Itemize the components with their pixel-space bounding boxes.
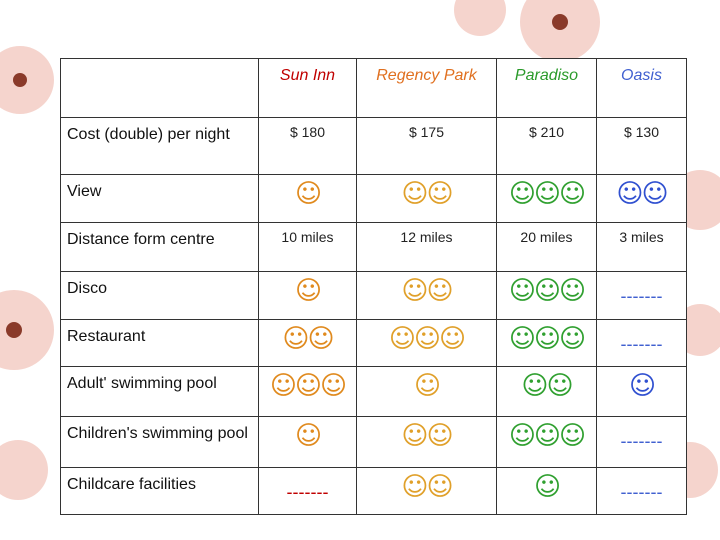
row-label: Childcare facilities: [60, 467, 259, 515]
table-cell: ☺☺: [356, 467, 497, 515]
table-cell: 20 miles: [496, 222, 597, 272]
table-cell: ☺: [258, 174, 357, 223]
table-cell: ☺: [596, 366, 687, 417]
table-cell: ☺: [496, 467, 597, 515]
table-cell: ☺☺☺: [496, 174, 597, 223]
table-cell: ☺☺☺: [496, 416, 597, 468]
table-cell: 12 miles: [356, 222, 497, 272]
table-row: Cost (double) per night $ 180 $ 175 $ 210 $ …: [60, 117, 687, 175]
table-cell: ☺: [258, 271, 357, 320]
table-row: Distance form centre 10 miles 12 miles 20 m…: [60, 222, 687, 272]
table-cell: ☺☺: [496, 366, 597, 417]
table-cell: -------: [596, 467, 687, 515]
table-row: View ☺ ☺☺ ☺☺☺ ☺☺: [60, 174, 687, 223]
row-label: Disco: [60, 271, 259, 320]
table-cell: -------: [258, 467, 357, 515]
table-row: Adult' swimming pool ☺☺☺ ☺ ☺☺ ☺: [60, 366, 687, 417]
table-cell: ☺☺: [356, 416, 497, 468]
table-cell: ☺☺: [258, 319, 357, 367]
row-label: Restaurant: [60, 319, 259, 367]
row-label: Children's swimming pool: [60, 416, 259, 468]
table-cell: -------: [596, 319, 687, 367]
table-row: Disco ☺ ☺☺ ☺☺☺ -------: [60, 271, 687, 320]
table-cell: ☺: [258, 416, 357, 468]
table-cell: $ 130: [596, 117, 687, 175]
column-header: Regency Park: [356, 58, 497, 118]
table-cell: ☺☺: [596, 174, 687, 223]
table-cell: ☺☺: [356, 271, 497, 320]
table-cell: ☺☺☺: [258, 366, 357, 417]
table-row: Children's swimming pool ☺ ☺☺ ☺☺☺ -------: [60, 416, 687, 468]
row-label: Adult' swimming pool: [60, 366, 259, 417]
row-label: Distance form centre: [60, 222, 259, 272]
table-cell: ☺: [356, 366, 497, 417]
table-cell: ☺☺☺: [496, 319, 597, 367]
row-label: Cost (double) per night: [60, 117, 259, 175]
table-cell: -------: [596, 416, 687, 468]
corner-cell: [60, 58, 259, 118]
table-cell: ☺☺: [356, 174, 497, 223]
column-header: Sun Inn: [258, 58, 357, 118]
table-row: Childcare facilities ------- ☺☺ ☺ -------: [60, 467, 687, 515]
table-cell: -------: [596, 271, 687, 320]
column-header: Paradiso: [496, 58, 597, 118]
table-cell: 3 miles: [596, 222, 687, 272]
column-header: Oasis: [596, 58, 687, 118]
table-cell: $ 210: [496, 117, 597, 175]
table-cell: $ 175: [356, 117, 497, 175]
table-cell: 10 miles: [258, 222, 357, 272]
table-cell: $ 180: [258, 117, 357, 175]
table-row: Restaurant ☺☺ ☺☺☺ ☺☺☺ -------: [60, 319, 687, 367]
comparison-table: Sun Inn Regency Park Paradiso Oasis Cost (d…: [60, 58, 687, 515]
row-label: View: [60, 174, 259, 223]
table-cell: ☺☺☺: [356, 319, 497, 367]
table-cell: ☺☺☺: [496, 271, 597, 320]
